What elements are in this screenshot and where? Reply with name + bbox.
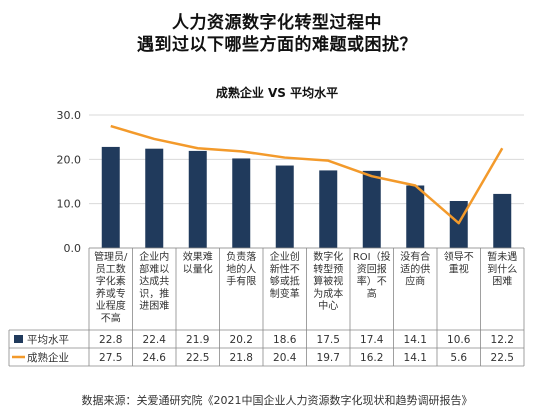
category-label: 企业内 <box>139 250 169 263</box>
category-label: 为成本 <box>313 287 343 300</box>
category-label: 数字化 <box>313 250 343 263</box>
y-tick-label: 10.0 <box>57 198 82 211</box>
bar <box>101 146 120 248</box>
bar <box>406 185 425 248</box>
category-label: 不高 <box>101 312 121 325</box>
category-label: 识，推 <box>139 287 169 300</box>
data-label: 27.5 <box>99 352 122 364</box>
chart-title: 成熟企业 VS 平均水平 <box>215 86 339 100</box>
data-label: 14.1 <box>404 334 427 346</box>
data-label: 22.5 <box>186 352 209 364</box>
data-label: 21.9 <box>186 334 209 346</box>
legend-label-mature: 成熟企业 <box>27 351 69 364</box>
legend-label-average: 平均水平 <box>27 334 69 346</box>
bar <box>188 150 207 248</box>
data-label: 16.2 <box>360 352 383 364</box>
data-label: 17.5 <box>317 334 340 346</box>
data-label: 19.7 <box>317 352 340 364</box>
category-label: 负责落 <box>226 250 256 263</box>
category-label: 养或专 <box>96 287 126 300</box>
y-tick-label: 30.0 <box>57 109 82 122</box>
bar <box>362 170 381 248</box>
data-label: 10.6 <box>447 334 471 346</box>
category-label: 业程度 <box>96 299 126 312</box>
category-label: 重视 <box>449 262 469 275</box>
category-label: 地的人 <box>226 262 256 275</box>
bar <box>145 148 164 248</box>
data-label: 22.5 <box>491 352 514 364</box>
category-label: 资回报 <box>357 262 387 275</box>
data-label: 22.8 <box>99 334 122 346</box>
category-label: 适的供 <box>400 262 430 275</box>
bar <box>319 170 338 248</box>
page-title-line-2: 遇到过以下哪些方面的难题或困扰？ <box>137 35 417 55</box>
category-label: 算被视 <box>313 275 343 288</box>
legend-key-bar <box>14 335 23 343</box>
category-label: 应商 <box>405 275 425 288</box>
data-label: 17.4 <box>360 334 384 346</box>
data-label: 20.2 <box>230 334 253 346</box>
category-label: 中心 <box>318 299 338 312</box>
bar <box>493 193 512 248</box>
category-label: 困难 <box>492 276 512 288</box>
category-label: 以量化 <box>183 262 213 275</box>
data-label: 12.2 <box>491 334 514 346</box>
category-label: 够或抵 <box>270 275 300 288</box>
category-label: 高 <box>367 287 377 300</box>
page-title-line-1: 人力资源数字化转型过程中 <box>172 13 382 33</box>
data-label: 24.6 <box>143 352 167 364</box>
category-label: 制变革 <box>270 287 300 300</box>
category-label: 手有限 <box>226 275 256 288</box>
data-label: 14.1 <box>404 352 427 364</box>
category-label: 暂未遇 <box>487 251 517 263</box>
category-label: 没有合 <box>400 250 430 263</box>
category-label: 率）不 <box>357 275 387 288</box>
bar <box>275 165 294 248</box>
category-label: 字化素 <box>96 275 126 288</box>
category-label: 企业创 <box>270 250 300 263</box>
data-label: 18.6 <box>273 334 297 346</box>
data-label: 5.6 <box>450 352 467 364</box>
category-label: 转型预 <box>313 262 343 275</box>
y-tick-label: 0.0 <box>64 242 82 255</box>
category-label: 到什么 <box>487 263 517 275</box>
data-source-note: 数据来源：关爱通研究院《2021中国企业人力资源数字化现状和趋势调研报告》 <box>81 394 473 407</box>
category-label: 领导不 <box>444 250 474 263</box>
category-label: 部难以 <box>139 262 169 275</box>
category-label: 进困难 <box>139 300 169 312</box>
category-label: 管理员/ <box>94 250 128 263</box>
category-label: ROI（投 <box>353 250 391 263</box>
data-label: 20.4 <box>273 352 297 364</box>
bar <box>449 201 468 248</box>
line-series-mature <box>110 124 504 225</box>
data-label: 21.8 <box>230 352 253 364</box>
category-label: 新性不 <box>270 262 300 275</box>
data-label: 22.4 <box>143 334 167 346</box>
category-label: 达成共 <box>139 276 169 288</box>
y-tick-label: 20.0 <box>57 153 82 166</box>
category-label: 效果难 <box>183 250 213 263</box>
bar <box>232 158 251 248</box>
category-label: 员工数 <box>96 262 126 275</box>
